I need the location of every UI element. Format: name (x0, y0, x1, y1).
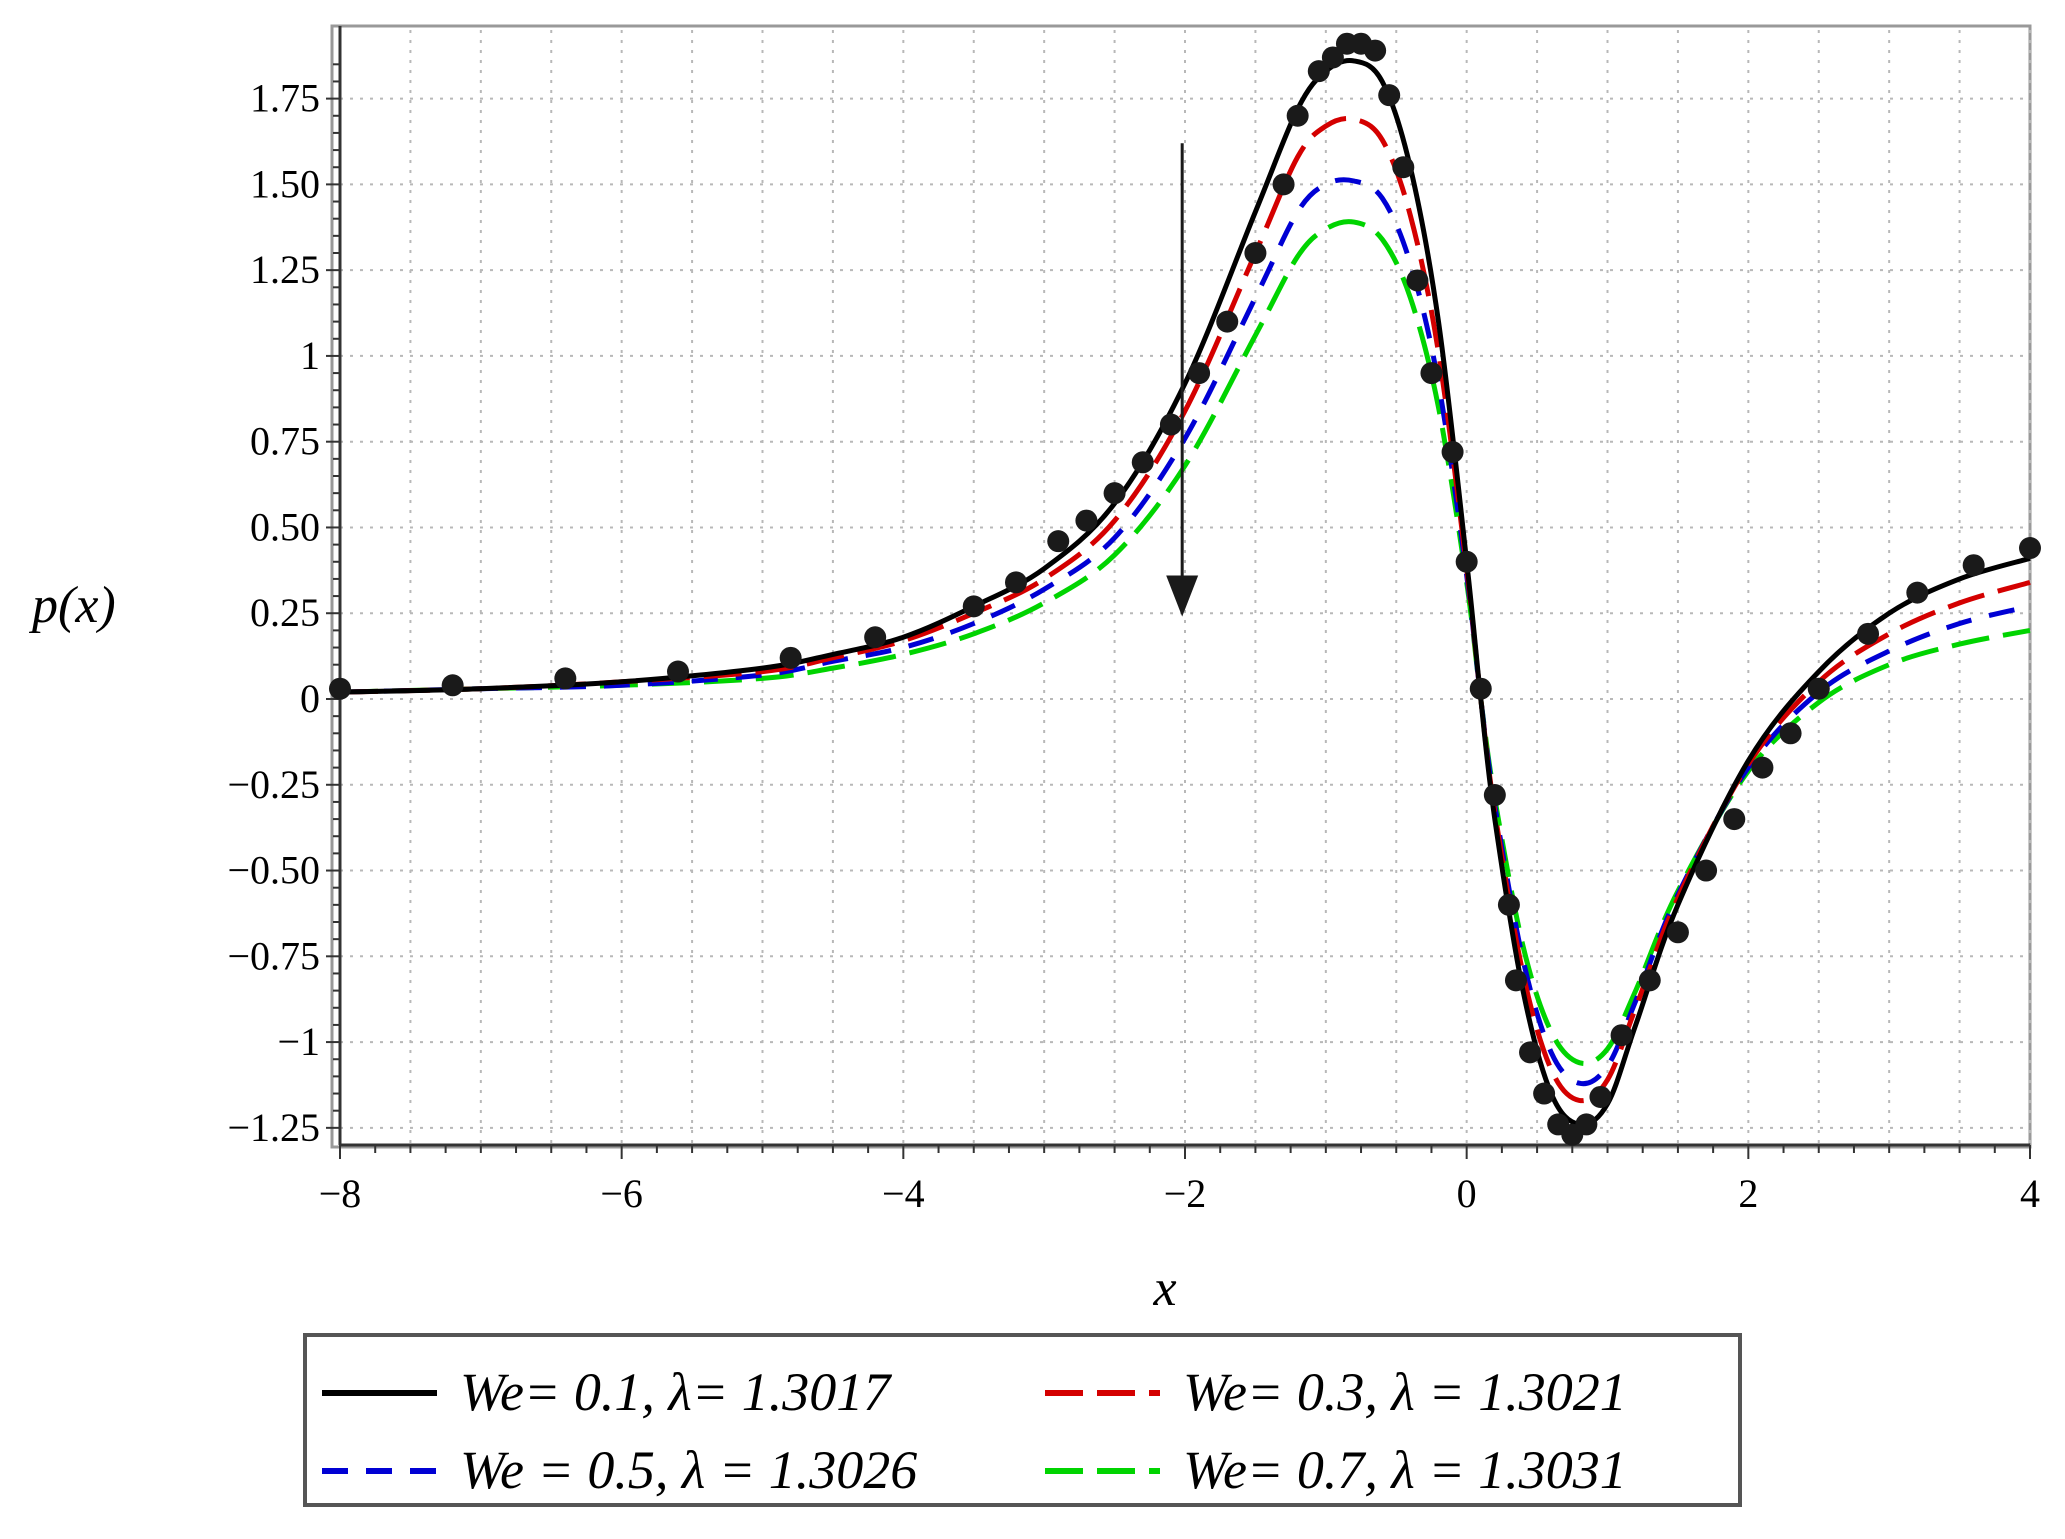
y-tick-label: 0.25 (250, 590, 320, 635)
legend-box (303, 1333, 1742, 1507)
marker-point (1504, 969, 1527, 992)
y-tick-label: 0.50 (250, 504, 320, 549)
arrow-head (1166, 575, 1199, 617)
y-tick-label: 0 (300, 676, 320, 721)
y-tick-label: −1 (277, 1019, 320, 1064)
marker-point (1159, 413, 1182, 436)
marker-point (1575, 1113, 1598, 1136)
marker-point (554, 667, 577, 690)
axes (326, 26, 2031, 1159)
marker-point (1406, 269, 1429, 292)
marker-point (1392, 156, 1415, 179)
marker-point (1075, 509, 1098, 532)
y-tick-label: 0.75 (250, 419, 320, 464)
legend-label: We= 0.1, λ= 1.3017 (460, 1362, 892, 1422)
marker-point (1216, 310, 1239, 333)
marker-points (329, 32, 2041, 1146)
series-lines (339, 58, 2031, 1128)
marker-point (1638, 969, 1661, 992)
marker-point (2019, 537, 2041, 560)
y-tick-label: 1.50 (250, 161, 320, 206)
y-tick-label: −0.50 (227, 848, 320, 893)
marker-point (1807, 677, 1830, 700)
legend-label: We= 0.3, λ = 1.3021 (1183, 1362, 1627, 1422)
series-line (339, 219, 2031, 1066)
marker-point (1695, 859, 1718, 882)
marker-point (441, 674, 464, 697)
marker-point (1047, 530, 1070, 553)
marker-point (1103, 482, 1126, 505)
marker-point (1962, 554, 1985, 577)
marker-point (1364, 39, 1387, 62)
x-tick-label: 0 (1457, 1171, 1477, 1216)
trend-arrow (1166, 143, 1199, 617)
marker-point (1005, 571, 1027, 594)
legend-label: We= 0.7, λ = 1.3031 (1183, 1440, 1627, 1500)
marker-point (329, 677, 351, 700)
marker-point (1857, 622, 1880, 645)
marker-point (1244, 242, 1267, 264)
x-tick-label: 2 (1738, 1171, 1758, 1216)
marker-point (1321, 46, 1344, 69)
legend-label: We = 0.5, λ = 1.3026 (460, 1440, 917, 1500)
marker-point (667, 660, 689, 683)
x-tick-label: −2 (1164, 1171, 1207, 1216)
y-tick-label: −0.75 (227, 933, 320, 978)
marker-point (1469, 677, 1492, 700)
x-tick-label: 4 (2020, 1171, 2040, 1216)
y-tick-label: −1.25 (227, 1105, 320, 1150)
marker-point (864, 626, 887, 649)
marker-point (1286, 104, 1309, 127)
legend: We= 0.1, λ= 1.3017 We= 0.3, λ = 1.3021 We … (303, 1333, 1742, 1507)
marker-point (962, 595, 985, 618)
tick-labels: −8 −6 −4 −2 0 2 4 −1.25 −1 −0.75 −0.50 −0.25 0 0.25 0.… (227, 76, 2040, 1216)
marker-point (1723, 808, 1746, 831)
marker-point (1188, 362, 1211, 385)
marker-point (1378, 84, 1401, 107)
marker-point (1779, 722, 1802, 745)
marker-point (1751, 756, 1774, 779)
marker-point (1441, 440, 1464, 463)
grid (339, 30, 2031, 1145)
series-line (339, 115, 2031, 1104)
x-tick-label: −8 (319, 1171, 362, 1216)
marker-point (1497, 893, 1520, 916)
x-axis-title: x (1152, 1260, 1176, 1317)
marker-point (1455, 550, 1478, 573)
marker-point (1589, 1085, 1612, 1108)
marker-point (1666, 921, 1689, 944)
marker-point (1131, 451, 1154, 474)
marker-point (1483, 784, 1506, 807)
y-tick-label: 1.75 (250, 76, 320, 121)
marker-point (1420, 362, 1443, 385)
y-axis-title: p(x) (28, 577, 116, 634)
marker-point (1906, 581, 1929, 604)
marker-point (1519, 1041, 1542, 1064)
marker-point (1272, 173, 1295, 196)
x-tick-label: −6 (600, 1171, 643, 1216)
marker-point (779, 646, 802, 669)
marker-point (1610, 1024, 1633, 1047)
marker-point (1533, 1082, 1556, 1105)
series-line (339, 58, 2031, 1128)
y-tick-label: 1 (300, 333, 320, 378)
x-tick-label: −4 (882, 1171, 925, 1216)
y-tick-label: 1.25 (250, 247, 320, 292)
y-tick-label: −0.25 (227, 762, 320, 807)
marker-point (1307, 60, 1330, 83)
